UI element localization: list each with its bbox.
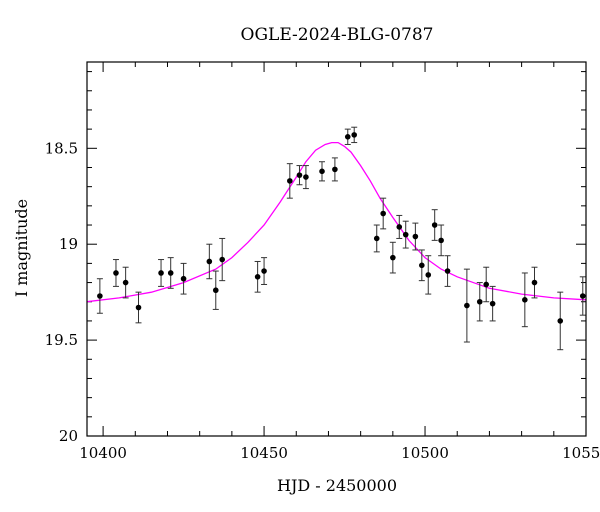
data-point <box>206 243 213 280</box>
data-point <box>319 161 326 182</box>
data-point-marker <box>332 166 338 173</box>
ticks-layer: 10400 10450 10500 10550 18.5 19 19.5 20 <box>45 62 600 462</box>
data-point <box>344 128 351 145</box>
data-point <box>489 285 496 322</box>
data-point-marker <box>390 254 396 261</box>
data-point-marker <box>206 258 213 265</box>
data-point-marker <box>122 279 129 286</box>
data-point <box>380 197 387 230</box>
data-point-marker <box>296 172 303 178</box>
data-point <box>557 291 564 351</box>
y-axis-label: I magnitude <box>12 199 31 297</box>
data-point-marker <box>431 222 438 228</box>
data-point-marker <box>113 270 119 276</box>
data-point-marker <box>489 300 496 307</box>
plot-frame <box>86 61 587 437</box>
data-point-marker <box>303 174 309 180</box>
data-point-marker <box>287 178 293 184</box>
data-point <box>286 163 293 199</box>
data-point <box>531 266 538 299</box>
data-point-marker <box>444 268 451 274</box>
data-point-marker <box>402 231 409 238</box>
data-point-marker <box>419 262 425 269</box>
points-layer <box>96 126 586 351</box>
x-tick-label: 10450 <box>240 444 288 462</box>
data-point <box>402 220 409 249</box>
data-point-marker <box>254 274 261 280</box>
data-point <box>431 209 438 241</box>
data-point <box>418 249 425 282</box>
data-point <box>212 270 219 310</box>
data-point <box>302 165 309 190</box>
data-point-marker <box>219 256 226 263</box>
data-point <box>476 282 483 322</box>
data-point-marker <box>167 270 174 276</box>
data-point-marker <box>351 132 358 138</box>
data-point-marker <box>261 268 267 274</box>
data-point-marker <box>135 304 142 311</box>
data-point <box>254 260 261 293</box>
data-point-marker <box>180 275 187 282</box>
data-point-marker <box>373 235 380 242</box>
data-point-marker <box>380 210 386 217</box>
data-point <box>396 214 403 239</box>
data-point-marker <box>438 237 444 244</box>
data-point <box>444 255 451 287</box>
data-point <box>483 266 490 303</box>
data-point-marker <box>319 168 325 175</box>
data-point <box>96 278 103 314</box>
x-tick-label: 10500 <box>401 444 449 462</box>
data-point <box>296 165 303 186</box>
data-point <box>389 241 396 274</box>
data-point <box>167 257 174 289</box>
data-point <box>412 222 419 251</box>
y-tick-label: 20 <box>59 427 78 445</box>
data-point-marker <box>425 272 432 278</box>
data-point-marker <box>158 270 164 276</box>
data-point-marker <box>464 302 470 309</box>
x-tick-label: 10400 <box>79 444 127 462</box>
y-tick-label: 19 <box>59 235 78 253</box>
model-curve <box>86 141 587 303</box>
data-point-marker <box>344 134 351 140</box>
data-point <box>351 126 358 144</box>
y-tick-label: 19.5 <box>45 331 78 349</box>
data-point-marker <box>522 297 528 303</box>
data-point <box>219 237 226 282</box>
data-point <box>135 291 142 324</box>
data-point <box>158 259 165 287</box>
data-point-marker <box>476 298 483 305</box>
data-point <box>112 259 119 287</box>
x-tick-label: 10550 <box>562 444 600 462</box>
data-point <box>373 224 380 253</box>
data-point <box>261 257 268 285</box>
data-point <box>521 272 528 328</box>
x-axis-label: HJD - 2450000 <box>277 476 397 495</box>
data-point-marker <box>531 279 538 286</box>
data-point-marker <box>396 224 403 230</box>
data-point <box>438 224 445 257</box>
data-point-marker <box>579 293 586 299</box>
data-point-marker <box>483 281 490 288</box>
data-point-marker <box>557 318 564 324</box>
data-point <box>122 266 129 299</box>
data-point-marker <box>212 287 219 294</box>
data-point-marker <box>412 233 419 240</box>
data-point-marker <box>97 293 103 299</box>
data-point <box>425 255 432 295</box>
data-point <box>331 157 338 182</box>
chart-title: OGLE-2024-BLG-0787 <box>241 25 434 45</box>
data-point <box>180 262 187 295</box>
data-point <box>463 268 470 343</box>
model-layer <box>86 141 587 303</box>
y-tick-label: 18.5 <box>45 139 78 157</box>
data-point <box>579 276 586 316</box>
